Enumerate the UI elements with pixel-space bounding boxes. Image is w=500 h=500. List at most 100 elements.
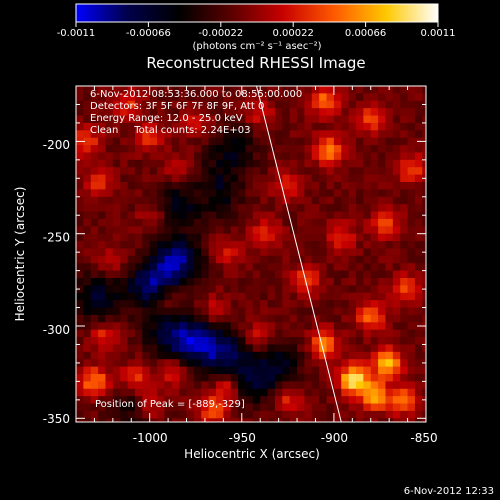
heatmap-cell bbox=[83, 366, 92, 375]
heatmap-cell bbox=[223, 300, 232, 308]
heatmap-cell bbox=[216, 174, 224, 183]
heatmap-cell bbox=[370, 270, 379, 279]
heatmap-cell bbox=[186, 248, 195, 257]
heatmap-cell bbox=[142, 196, 151, 205]
heatmap-cell bbox=[149, 344, 158, 353]
heatmap-cell bbox=[179, 418, 187, 422]
heatmap-cell bbox=[378, 196, 386, 205]
heatmap-cell bbox=[370, 226, 379, 235]
heatmap-cell bbox=[90, 388, 99, 397]
heatmap-cell bbox=[245, 366, 254, 375]
heatmap-cell bbox=[90, 115, 99, 124]
heatmap-cell bbox=[216, 233, 224, 242]
heatmap-cell bbox=[289, 396, 298, 404]
heatmap-cell bbox=[289, 329, 298, 338]
heatmap-cell bbox=[311, 255, 320, 264]
heatmap-cell bbox=[142, 189, 151, 198]
colorbar-tick-label-5: 0.0011 bbox=[421, 28, 456, 39]
heatmap-cell bbox=[414, 93, 423, 102]
heatmap-cell bbox=[230, 285, 239, 294]
heatmap-cell bbox=[201, 410, 210, 419]
heatmap-cell bbox=[304, 152, 313, 161]
heatmap-cell bbox=[127, 152, 136, 161]
heatmap-cell bbox=[186, 196, 195, 205]
heatmap-cell bbox=[164, 307, 173, 316]
heatmap-cell bbox=[179, 159, 187, 168]
heatmap-cell bbox=[157, 285, 165, 294]
heatmap-cell bbox=[142, 159, 151, 168]
heatmap-cell bbox=[245, 233, 254, 242]
heatmap-cell bbox=[282, 314, 291, 323]
heatmap-cell bbox=[208, 263, 217, 272]
heatmap-cell bbox=[326, 307, 335, 316]
heatmap-cell bbox=[304, 344, 313, 353]
heatmap-cell bbox=[333, 314, 342, 323]
heatmap-cell bbox=[112, 174, 121, 183]
heatmap-cell bbox=[319, 233, 327, 242]
heatmap-cell bbox=[76, 145, 84, 153]
heatmap-cell bbox=[378, 204, 386, 212]
heatmap-cell bbox=[238, 403, 246, 412]
heatmap-cell bbox=[186, 255, 195, 264]
heatmap-cell bbox=[326, 241, 335, 249]
heatmap-cell bbox=[267, 115, 276, 124]
heatmap-cell bbox=[341, 86, 350, 94]
heatmap-cell bbox=[311, 100, 320, 109]
heatmap-cell bbox=[282, 152, 291, 161]
heatmap-cell bbox=[208, 344, 217, 353]
heatmap-cell bbox=[274, 255, 283, 264]
heatmap-cell bbox=[252, 314, 261, 323]
heatmap-cell bbox=[76, 122, 84, 131]
heatmap-cell bbox=[274, 226, 283, 235]
heatmap-cell bbox=[157, 381, 165, 390]
heatmap-cell bbox=[223, 218, 232, 227]
heatmap-cell bbox=[149, 307, 158, 316]
heatmap-cell bbox=[83, 388, 92, 397]
heatmap-cell bbox=[282, 218, 291, 227]
heatmap-cell bbox=[326, 366, 335, 375]
heatmap-cell bbox=[252, 396, 261, 404]
heatmap-cell bbox=[98, 122, 106, 131]
heatmap-cell bbox=[333, 93, 342, 102]
heatmap-cell bbox=[120, 100, 128, 109]
heatmap-cell bbox=[252, 300, 261, 308]
heatmap-cell bbox=[201, 152, 210, 161]
heatmap-cell bbox=[105, 152, 114, 161]
heatmap-cell bbox=[90, 359, 99, 368]
heatmap-cell bbox=[90, 159, 99, 168]
heatmap-cell bbox=[341, 292, 350, 301]
heatmap-cell bbox=[267, 418, 276, 422]
heatmap-cell bbox=[112, 300, 121, 308]
heatmap-cell bbox=[319, 255, 327, 264]
heatmap-cell bbox=[319, 211, 327, 220]
heatmap-cell bbox=[392, 137, 401, 146]
heatmap-cell bbox=[341, 145, 350, 153]
heatmap-cell bbox=[370, 174, 379, 183]
heatmap-cell bbox=[83, 300, 92, 308]
heatmap-cell bbox=[193, 211, 202, 220]
heatmap-cell bbox=[208, 196, 217, 205]
heatmap-cell bbox=[289, 410, 298, 419]
heatmap-cell bbox=[363, 403, 372, 412]
heatmap-cell bbox=[319, 130, 327, 139]
heatmap-cell bbox=[414, 307, 423, 316]
heatmap-cell bbox=[348, 314, 357, 323]
heatmap-cell bbox=[348, 396, 357, 404]
heatmap-cell bbox=[385, 248, 394, 257]
heatmap-cell bbox=[216, 108, 224, 116]
heatmap-cell bbox=[157, 152, 165, 161]
heatmap-cell bbox=[304, 410, 313, 419]
heatmap-cell bbox=[149, 403, 158, 412]
heatmap-cell bbox=[238, 248, 246, 257]
heatmap-cell bbox=[186, 182, 195, 190]
heatmap-cell bbox=[267, 374, 276, 382]
heatmap-cell bbox=[76, 278, 84, 286]
heatmap-cell bbox=[142, 263, 151, 272]
heatmap-cell bbox=[186, 278, 195, 286]
heatmap-cell bbox=[400, 263, 408, 272]
heatmap-cell bbox=[157, 329, 165, 338]
heatmap-cell bbox=[245, 100, 254, 109]
heatmap-cell bbox=[164, 100, 173, 109]
heatmap-cell bbox=[422, 189, 426, 198]
heatmap-cell bbox=[297, 381, 305, 390]
